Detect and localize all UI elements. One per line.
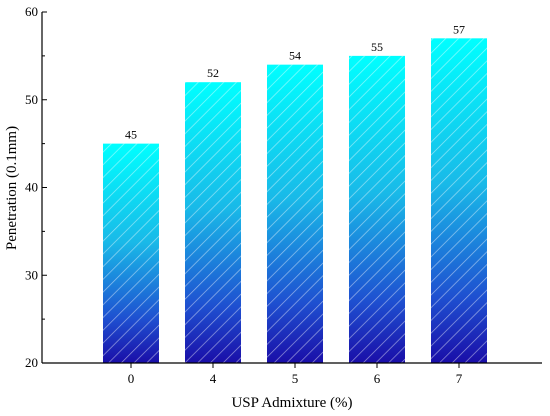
- x-axis-title: USP Admixture (%): [231, 395, 352, 411]
- bar-4: [185, 82, 241, 363]
- bar-hatch: [349, 55, 405, 363]
- bar-hatch: [185, 82, 241, 363]
- y-tick-label: 60: [25, 4, 38, 19]
- y-ticks: 20 30 40 50 60: [25, 4, 47, 370]
- y-tick-label: 50: [25, 92, 38, 107]
- x-tick-label: 6: [374, 371, 381, 386]
- data-label: 57: [453, 22, 465, 36]
- data-label: 55: [371, 40, 383, 54]
- bar-hatch: [431, 38, 487, 363]
- x-tick-label: 5: [292, 371, 299, 386]
- bar-5: [267, 64, 323, 364]
- data-label: 52: [207, 66, 219, 80]
- x-tick-label: 7: [456, 371, 463, 386]
- bars-layer: [103, 38, 487, 364]
- x-tick-label: 0: [128, 371, 135, 386]
- data-label: 45: [125, 128, 137, 142]
- bar-hatch: [103, 143, 159, 363]
- data-labels: 45 52 54 55 57: [125, 22, 465, 141]
- y-tick-label: 30: [25, 267, 38, 282]
- bar-6: [349, 55, 405, 363]
- y-tick-label: 40: [25, 180, 38, 195]
- x-tick-label: 4: [210, 371, 217, 386]
- bar-0: [103, 143, 159, 363]
- bar-hatch: [267, 64, 323, 364]
- y-tick-label: 20: [25, 355, 38, 370]
- data-label: 54: [289, 49, 301, 63]
- y-axis-title: Penetration (0.1mm): [4, 126, 20, 250]
- bar-7: [431, 38, 487, 363]
- x-ticks: 0 4 5 6 7: [128, 363, 463, 386]
